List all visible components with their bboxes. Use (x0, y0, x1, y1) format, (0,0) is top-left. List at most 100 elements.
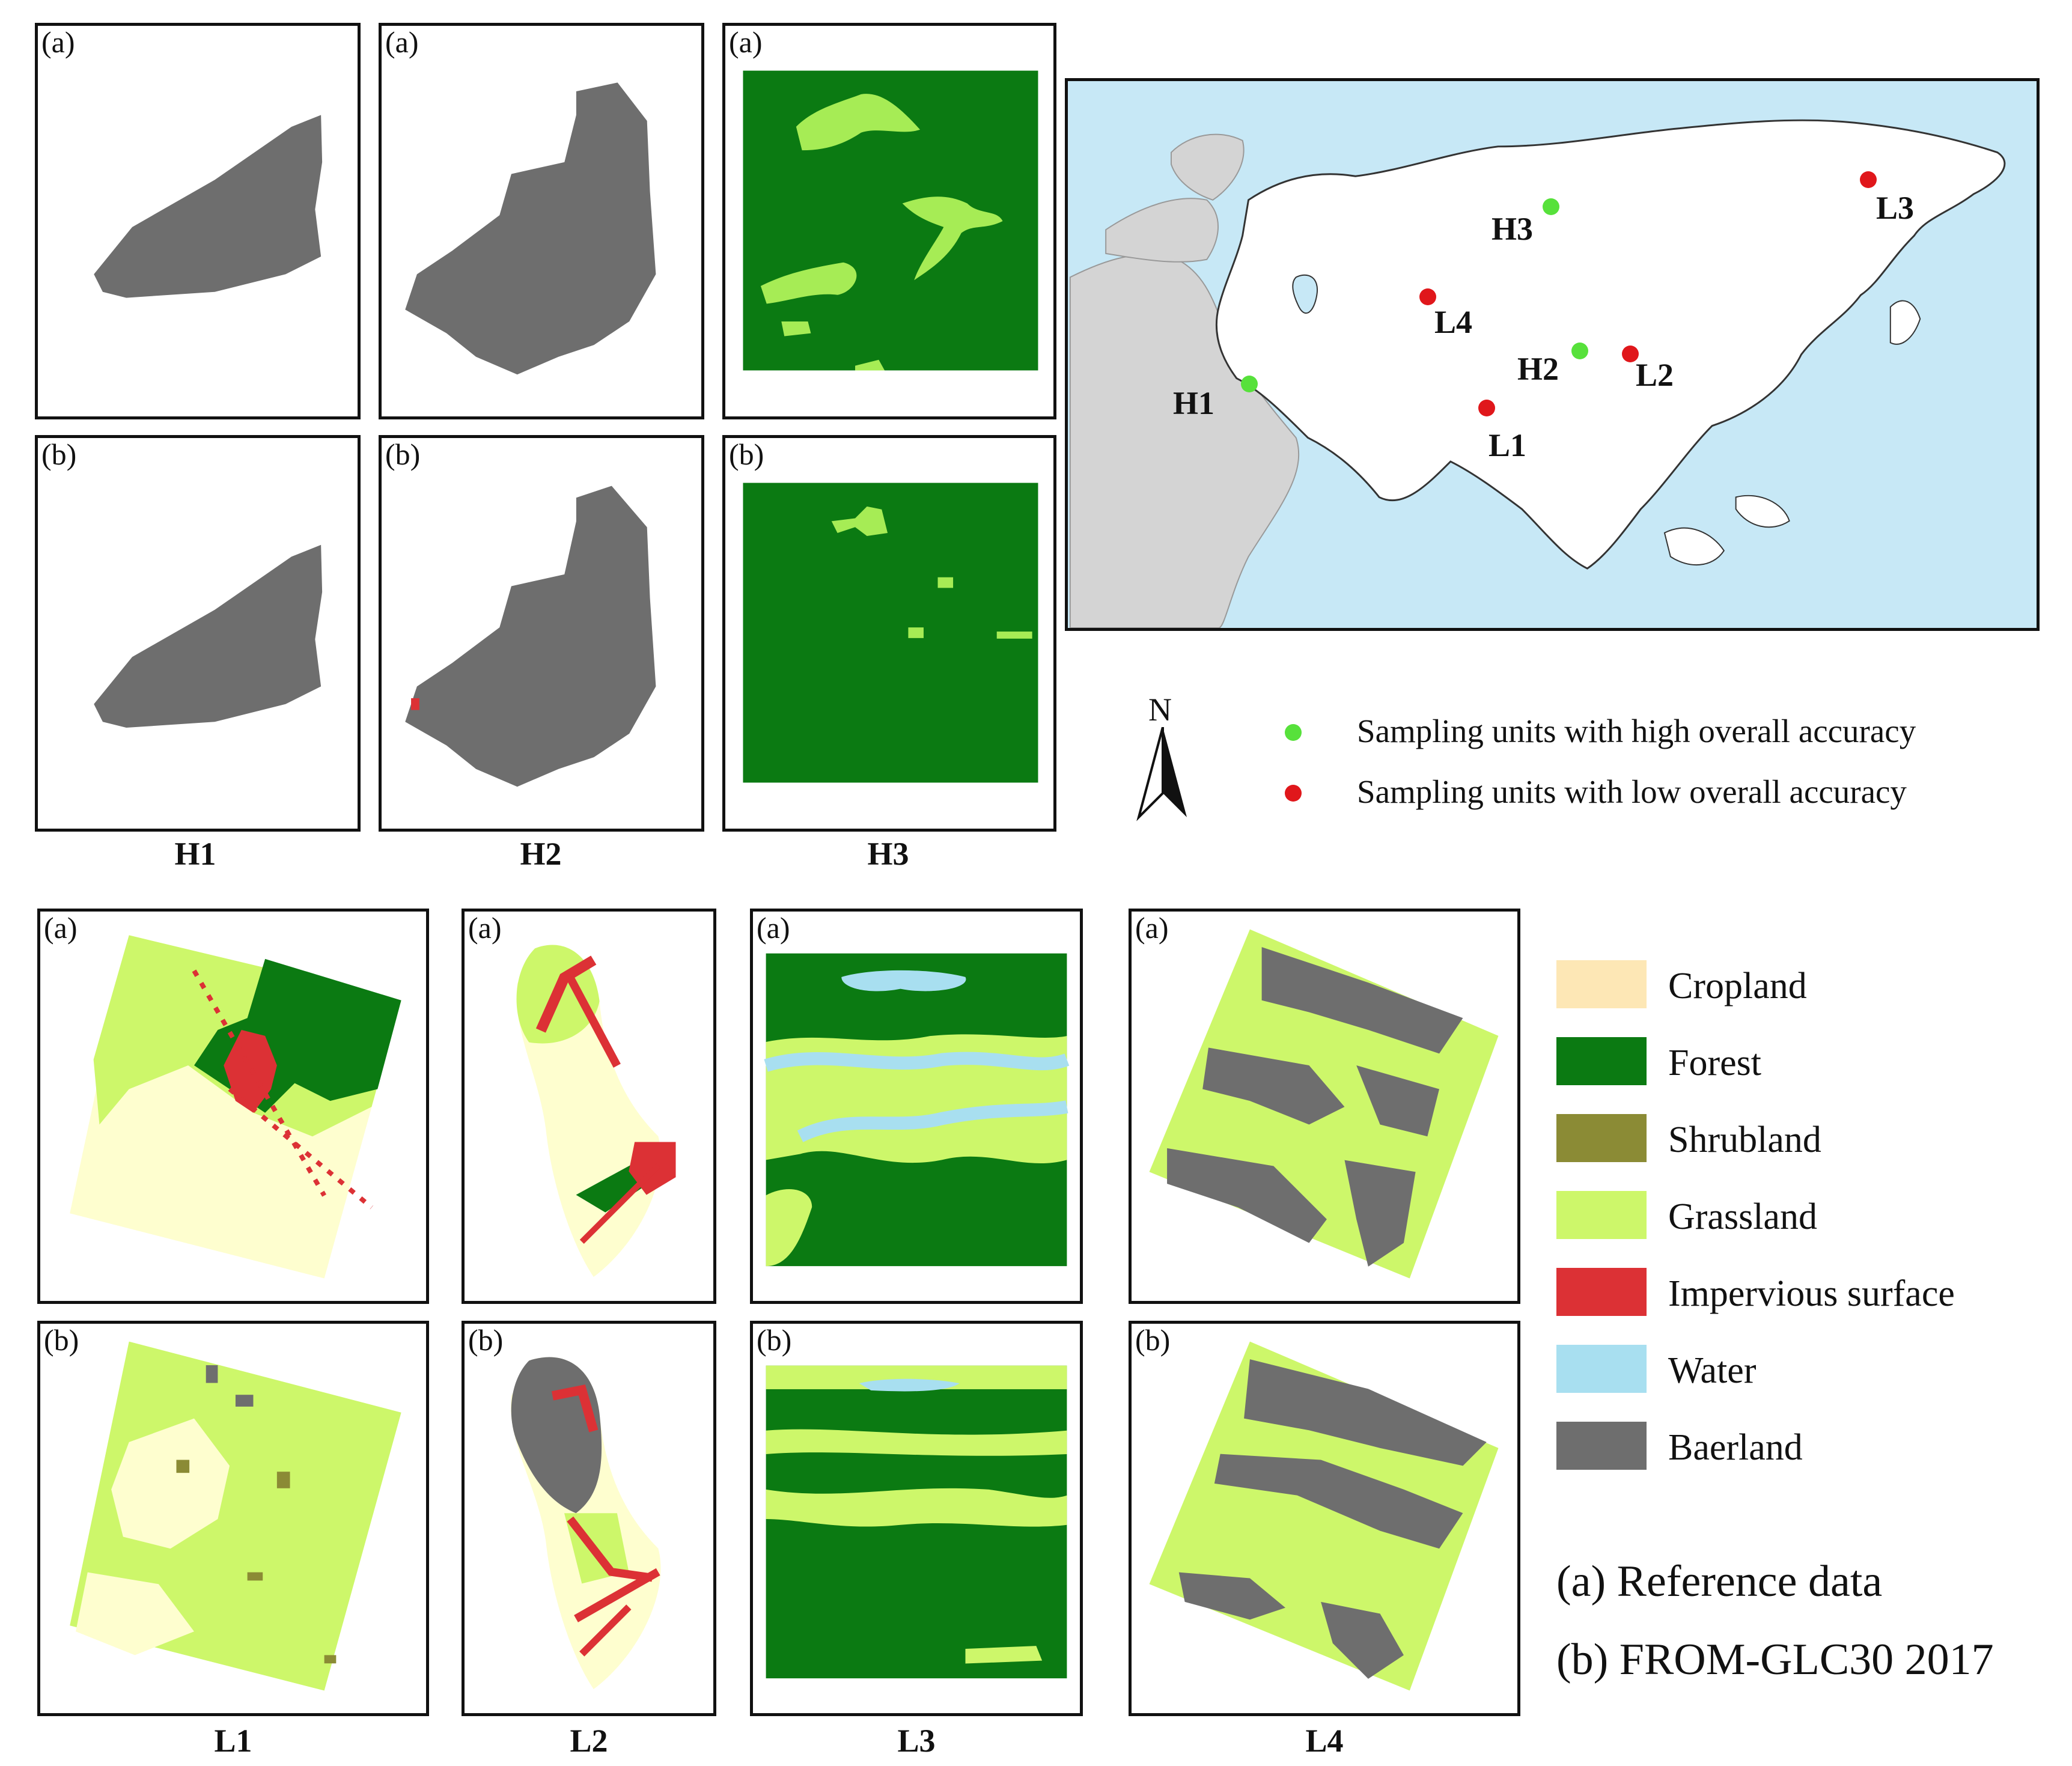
legend-high-label: Sampling units with high overall accurac… (1357, 713, 1916, 749)
baerland-patch (1214, 1454, 1463, 1549)
map-label-l1: L1 (1488, 427, 1527, 463)
island (1735, 495, 1790, 528)
forest-area (743, 483, 1038, 783)
impervious-road (228, 1087, 373, 1210)
map-label-h2: H2 (1517, 351, 1559, 387)
grassland-band (766, 1488, 1067, 1527)
map-label-l4: L4 (1434, 304, 1473, 340)
water-river (797, 1100, 1068, 1142)
water-river (764, 1052, 1070, 1072)
panel-l3-fromglc: (b) (750, 1321, 1083, 1716)
shrubland-pixel (324, 1655, 337, 1664)
l4-reference-map (1149, 929, 1499, 1279)
h2-fromglc-map (405, 486, 656, 787)
map-label-h3: H3 (1492, 211, 1534, 247)
panel-l4-reference: (a) (1129, 909, 1520, 1304)
legend-label: Shrubland (1668, 1119, 1821, 1160)
impervious-road (192, 969, 327, 1197)
grassland-patch (766, 1189, 812, 1267)
legend-swatch (1556, 1114, 1647, 1162)
grassland-band (766, 1034, 1067, 1164)
impervious-road (567, 1516, 653, 1582)
baerland-patch (405, 486, 656, 787)
panel-l2-fromglc: (b) (462, 1321, 716, 1716)
legend-label: Forest (1668, 1043, 1761, 1083)
grassland-band (766, 1429, 1067, 1456)
caspian-sea (1292, 274, 1318, 314)
cropland-patch (76, 1572, 195, 1655)
panel-l1-reference: (a) (37, 909, 429, 1304)
map-point-l2 (1622, 346, 1639, 362)
baerland-patch (1321, 1601, 1404, 1679)
legend-label: Cropland (1668, 966, 1807, 1006)
legend-swatch (1556, 1037, 1647, 1085)
japan-land (1889, 300, 1921, 345)
legend-label: Water (1668, 1350, 1757, 1391)
baerland-patch (94, 544, 323, 728)
h2-reference-map (405, 82, 656, 375)
shrubland-pixel (247, 1572, 263, 1581)
caption-l1: L1 (214, 1723, 252, 1759)
grassland-patch (831, 506, 888, 536)
impervious-road (579, 1604, 632, 1657)
asia-land (1215, 119, 2006, 570)
map-label-l3: L3 (1876, 190, 1915, 226)
baerland-pixel (206, 1365, 218, 1383)
legend-low-label: Sampling units with low overall accuracy (1357, 773, 1907, 810)
grassland-patch (902, 196, 1003, 281)
panel-label-a: (a) (729, 25, 763, 59)
asia-basemap (1069, 119, 2006, 628)
caption-h1: H1 (174, 836, 216, 872)
shrubland-pixel (176, 1460, 190, 1473)
map-point-h3 (1543, 198, 1559, 215)
grassland-patch (855, 359, 885, 371)
north-arrow-icon (1136, 727, 1187, 821)
panel-label-a: (a) (1135, 911, 1169, 945)
panel-label-a: (a) (41, 25, 75, 59)
impervious-road (566, 975, 621, 1068)
l3-reference-map (764, 953, 1070, 1267)
legend-label: Impervious surface (1668, 1273, 1955, 1314)
map-point-l1 (1478, 400, 1495, 416)
impervious-road (574, 1568, 660, 1622)
baerland-patch (94, 115, 323, 298)
europe-land (1105, 198, 1219, 263)
caption-l2: L2 (570, 1723, 608, 1759)
l3-fromglc-map (766, 1365, 1067, 1679)
legend-swatch (1556, 960, 1647, 1008)
panel-label-a: (a) (468, 911, 502, 945)
panel-h3-reference: (a) (722, 23, 1056, 419)
h1-reference-map (94, 115, 323, 298)
shrubland-pixel (276, 1472, 290, 1488)
grassland-patch (965, 1646, 1043, 1664)
legend-swatch (1556, 1191, 1647, 1239)
panel-l1-fromglc: (b) (37, 1321, 429, 1716)
baerland-patch (1344, 1160, 1416, 1267)
baerland-area (511, 1357, 602, 1514)
baerland-patch (1202, 1047, 1345, 1125)
baerland-patch (1356, 1065, 1440, 1137)
grassland-patch (781, 321, 811, 336)
caption-l3: L3 (897, 1723, 936, 1759)
map-point-h2 (1571, 343, 1588, 359)
legend-swatch (1556, 1422, 1647, 1470)
grassland-patch (760, 262, 857, 304)
water-lake (841, 970, 966, 991)
impervious-road (579, 1163, 660, 1244)
baerland-patch (405, 82, 656, 375)
panel-h2-reference: (a) (379, 23, 704, 419)
baerland-patch (1178, 1572, 1286, 1620)
island (1663, 527, 1725, 566)
panel-label-b: (b) (1135, 1323, 1171, 1357)
l1-reference-map (70, 935, 401, 1279)
legend-label: Grassland (1668, 1196, 1817, 1237)
panel-h3-fromglc: (b) (722, 435, 1056, 832)
panel-label-a: (a) (44, 911, 78, 945)
legend-low-dot (1285, 785, 1302, 802)
map-label-h1: H1 (1173, 385, 1215, 421)
panel-label-a: (a) (757, 911, 790, 945)
impervious-pixel (411, 698, 419, 710)
impervious-road (551, 1384, 599, 1433)
legend-swatch (1556, 1345, 1647, 1393)
panel-h1-fromglc: (b) (35, 435, 361, 832)
